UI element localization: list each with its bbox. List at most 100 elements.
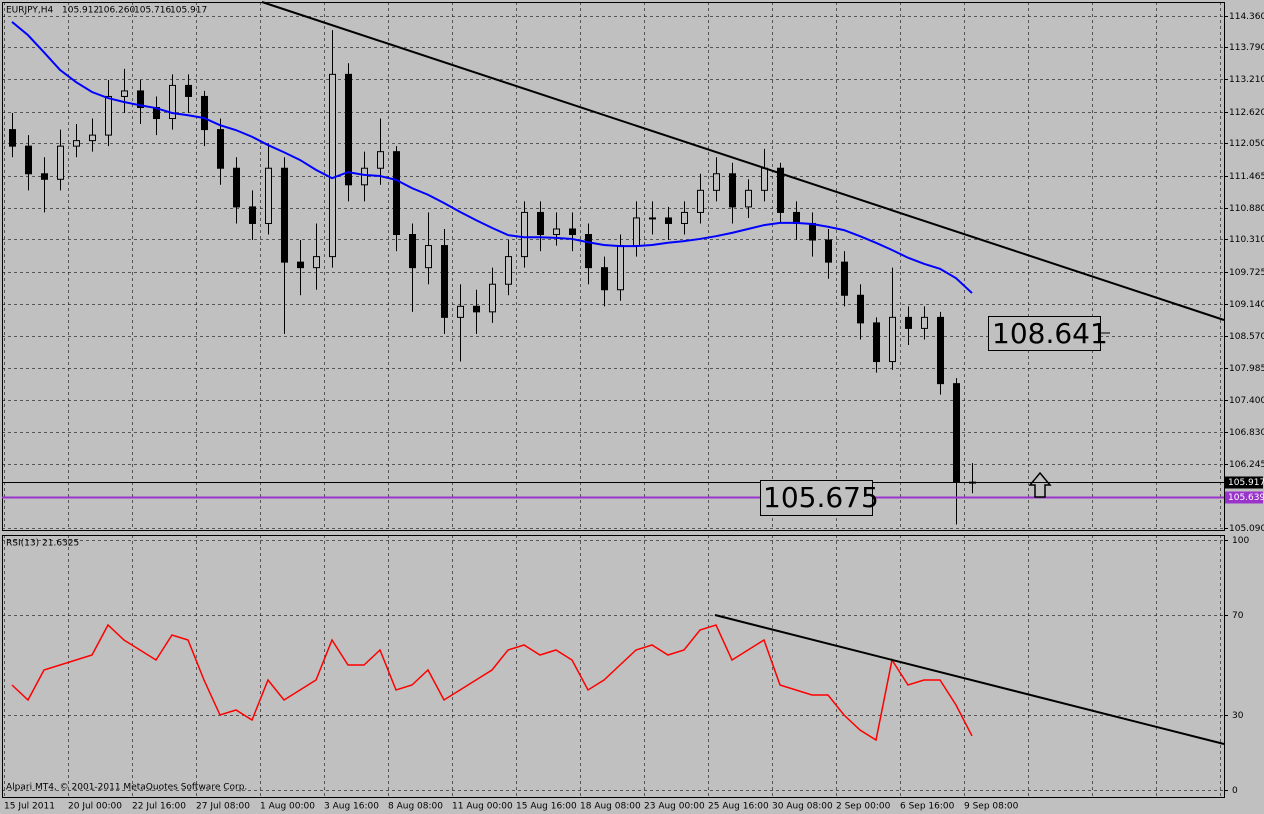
candle-body xyxy=(857,294,864,324)
plot-layer: 114.360 113.790 113.210 112.620 112.050 111.4… xyxy=(2,12,1264,812)
y-tick-label: 107.985 xyxy=(1229,364,1264,374)
x-tick-label: 25 Aug 16:00 xyxy=(708,802,769,812)
vertical-grid xyxy=(4,2,1221,797)
candle-body xyxy=(105,95,112,136)
y-tick-label: 105.090 xyxy=(1229,524,1264,534)
y-tick-label: 112.050 xyxy=(1229,139,1264,149)
candle-body xyxy=(329,73,336,258)
candle-body xyxy=(25,145,32,175)
candle-body xyxy=(377,151,384,169)
bar-high: 106.260 xyxy=(98,6,135,16)
candle-body xyxy=(841,261,848,296)
candle-body xyxy=(409,234,416,269)
candle-body xyxy=(761,167,768,191)
candle-body xyxy=(777,167,784,213)
rsi-line xyxy=(11,623,973,742)
candle-body xyxy=(649,217,656,220)
candle-body xyxy=(601,267,608,291)
candle-body xyxy=(201,95,208,131)
candle-body xyxy=(89,134,96,142)
candle-body xyxy=(569,228,576,236)
candle-body xyxy=(393,151,400,236)
candle-body xyxy=(489,283,496,313)
level-label-box xyxy=(1225,491,1263,504)
rsi-trend-line xyxy=(714,614,1225,745)
y-tick-label: 107.400 xyxy=(1229,396,1264,406)
candle-body xyxy=(921,316,928,329)
candle-body xyxy=(585,234,592,269)
y-tick-label: 111.465 xyxy=(1229,172,1264,182)
candle-body xyxy=(361,167,368,186)
candle-body xyxy=(217,129,224,169)
candle-body xyxy=(681,211,688,224)
candle-body xyxy=(169,84,176,120)
x-tick-label: 9 Sep 08:00 xyxy=(964,802,1019,812)
candle-body xyxy=(905,316,912,329)
y-tick-label: 110.880 xyxy=(1229,204,1264,214)
candle-body xyxy=(137,90,144,108)
y-tick-label: 113.790 xyxy=(1229,43,1264,53)
annotation: 108.641 xyxy=(992,317,1108,350)
candle-body xyxy=(665,217,672,224)
candle-body xyxy=(505,256,512,285)
candle-body xyxy=(9,129,16,147)
candle-body xyxy=(41,173,48,180)
level-label: 105.639 xyxy=(1228,493,1264,503)
x-tick-label: 11 Aug 00:00 xyxy=(452,802,513,812)
rsi-value: 21.6325 xyxy=(42,539,79,549)
y-tick-label: 0 xyxy=(1232,786,1238,796)
candle-body xyxy=(457,305,464,318)
candle-body xyxy=(953,383,960,484)
candle-body xyxy=(617,245,624,291)
y-tick-label: 106.245 xyxy=(1229,460,1264,470)
candle-body xyxy=(713,173,720,191)
y-tick-label: 30 xyxy=(1232,711,1244,721)
candle-body xyxy=(185,84,192,97)
candle-body xyxy=(633,217,640,247)
rsi-panel xyxy=(2,535,1225,798)
candle-body xyxy=(873,322,880,363)
x-tick-label: 3 Aug 16:00 xyxy=(324,802,379,812)
candle-body xyxy=(441,245,448,318)
bar-low: 105.716 xyxy=(134,6,171,16)
moving-average xyxy=(11,21,973,294)
y-tick-label: 109.140 xyxy=(1229,300,1264,310)
y-tick-label: 113.210 xyxy=(1229,75,1264,85)
bar-open: 105.912 xyxy=(62,6,99,16)
candle-body xyxy=(233,167,240,208)
copyright: Alpari MT4, © 2001-2011 MetaQuotes Softw… xyxy=(6,783,247,793)
y-tick-label: 109.725 xyxy=(1229,268,1264,278)
x-tick-label: 1 Aug 00:00 xyxy=(260,802,315,812)
candle-body xyxy=(537,211,544,236)
bid-label: 105.917 xyxy=(1228,478,1264,488)
annotation-box xyxy=(988,316,1101,351)
x-tick-label: 8 Aug 08:00 xyxy=(388,802,443,812)
x-tick-label: 15 Aug 16:00 xyxy=(516,802,577,812)
y-tick-label: 108.570 xyxy=(1229,332,1264,342)
candle-body xyxy=(521,211,528,258)
candle-body xyxy=(473,305,480,313)
rsi-title: RSI(13) xyxy=(6,539,39,549)
candle-body xyxy=(121,90,128,97)
candle-body xyxy=(729,173,736,208)
bid-label-box xyxy=(1225,476,1263,489)
y-tick-label: 100 xyxy=(1232,536,1249,546)
x-tick-label: 23 Aug 00:00 xyxy=(644,802,705,812)
bar-close: 105.917 xyxy=(170,6,207,16)
arrow-icon xyxy=(1028,471,1052,498)
x-tick-label: 2 Sep 00:00 xyxy=(836,802,891,812)
x-tick-label: 18 Aug 08:00 xyxy=(580,802,641,812)
candle-body xyxy=(281,167,288,263)
candle-body xyxy=(265,167,272,224)
annotation-box xyxy=(760,480,873,516)
x-tick-label: 15 Jul 2011 xyxy=(4,802,55,812)
candle-body xyxy=(313,256,320,269)
trend-line xyxy=(261,1,1225,321)
candle-body xyxy=(553,228,560,236)
candle-body xyxy=(345,73,352,186)
y-tick-label: 114.360 xyxy=(1229,12,1264,22)
annotation: 105.675 xyxy=(763,481,879,514)
candle-body xyxy=(937,316,944,385)
